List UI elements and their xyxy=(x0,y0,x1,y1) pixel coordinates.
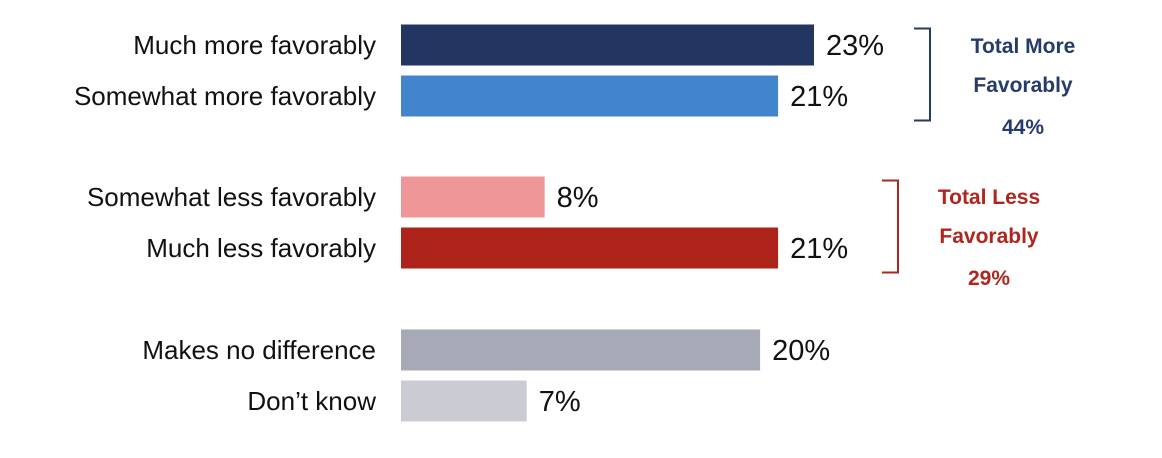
value-label-dont-know: 7% xyxy=(539,386,581,418)
category-label-much-more-favorably: Much more favorably xyxy=(133,30,376,60)
category-label-dont-know: Don’t know xyxy=(247,386,376,416)
bar-somewhat-more-favorably xyxy=(401,75,779,117)
total-less-label-line-1: Total Less xyxy=(938,186,1040,209)
value-label-somewhat-less-favorably: 8% xyxy=(557,182,599,214)
total-less-label-line-3: 29% xyxy=(968,267,1010,290)
value-label-somewhat-more-favorably: 21% xyxy=(790,81,848,113)
bar-much-less-favorably xyxy=(401,227,779,269)
category-label-somewhat-more-favorably: Somewhat more favorably xyxy=(74,81,376,111)
category-label-much-less-favorably: Much less favorably xyxy=(146,233,376,263)
category-label-makes-no-difference: Makes no difference xyxy=(142,335,376,365)
total-less-bracket xyxy=(882,179,899,274)
bar-makes-no-difference xyxy=(401,329,761,371)
total-more-label-line-1: Total More xyxy=(971,35,1076,58)
value-label-makes-no-difference: 20% xyxy=(772,335,830,367)
total-less-label-line-2: Favorably xyxy=(939,225,1039,248)
value-label-much-less-favorably: 21% xyxy=(790,233,848,265)
total-more-label-line-2: Favorably xyxy=(973,74,1073,97)
bar-dont-know xyxy=(401,380,527,422)
total-more-label-line-3: 44% xyxy=(1002,116,1044,139)
bar-somewhat-less-favorably xyxy=(401,176,545,218)
bar-much-more-favorably xyxy=(401,24,814,66)
category-label-somewhat-less-favorably: Somewhat less favorably xyxy=(87,182,376,212)
value-label-much-more-favorably: 23% xyxy=(826,30,884,62)
total-more-bracket xyxy=(914,27,931,122)
